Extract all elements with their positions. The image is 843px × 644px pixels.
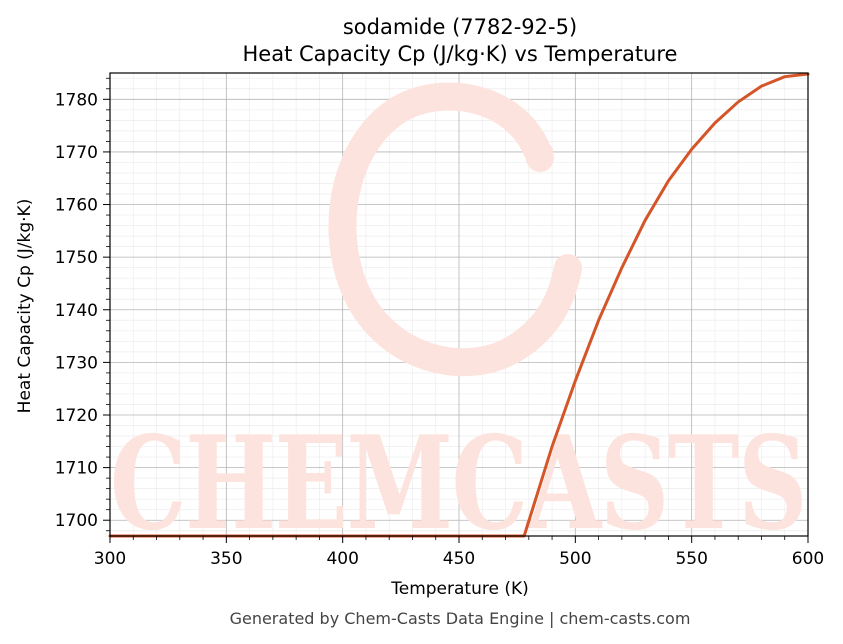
footer-credit: Generated by Chem-Casts Data Engine | ch…	[230, 609, 691, 628]
y-tick-label: 1740	[55, 301, 98, 321]
plot-frame	[109, 72, 809, 537]
tick-labels-group: 300 350 400 450 500 550 600 1700 1710 1720 1730 174…	[55, 90, 824, 569]
y-tick-label: 1750	[55, 248, 98, 268]
chart-subtitle: Heat Capacity Cp (J/kg·K) vs Temperature	[243, 42, 678, 66]
x-axis-label: Temperature (K)	[390, 579, 529, 599]
y-tick-label: 1780	[55, 90, 98, 110]
x-tick-label: 550	[675, 549, 707, 569]
x-tick-label: 400	[326, 549, 358, 569]
x-tick-label: 450	[443, 549, 475, 569]
x-tick-label: 350	[210, 549, 242, 569]
chemcasts-watermark: CHEMCASTS	[110, 82, 808, 559]
y-tick-label: 1720	[55, 406, 98, 426]
y-axis-label: Heat Capacity Cp (J/kg·K)	[15, 199, 35, 414]
y-tick-label: 1710	[55, 459, 98, 479]
x-tick-label: 600	[792, 549, 824, 569]
watermark-text: CHEMCASTS	[110, 409, 806, 559]
x-tick-label: 500	[559, 549, 591, 569]
watermark-swirl-icon	[328, 82, 582, 377]
y-tick-label: 1760	[55, 196, 98, 216]
ticks-group	[103, 77, 809, 543]
y-tick-label: 1770	[55, 143, 98, 163]
y-tick-label: 1700	[55, 511, 98, 531]
y-tick-label: 1730	[55, 353, 98, 373]
x-tick-label: 300	[94, 549, 126, 569]
chart-title: sodamide (7782-92-5)	[343, 15, 577, 39]
